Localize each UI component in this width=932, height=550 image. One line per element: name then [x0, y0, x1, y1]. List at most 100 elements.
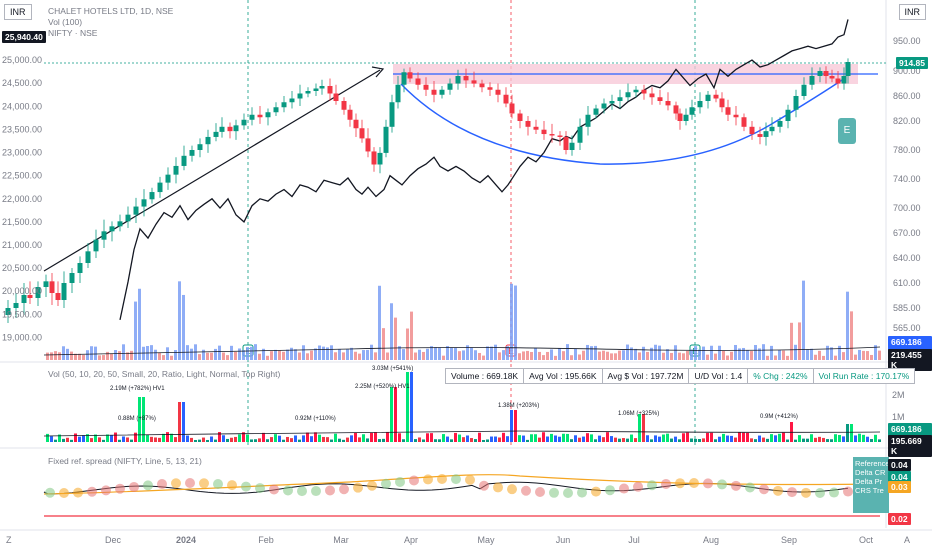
volume-bar	[270, 351, 273, 360]
currency-selector-left[interactable]: INR	[4, 4, 32, 20]
volume-indicator-bar	[462, 437, 465, 442]
volume-indicator-bar	[346, 437, 349, 442]
vol-pane-badge-2: 195.669 K	[888, 435, 932, 457]
volume-bar	[166, 347, 169, 360]
spread-badge-4: 0.02	[888, 513, 911, 525]
candle-body	[641, 89, 647, 94]
volume-indicator-bar	[366, 438, 369, 442]
candle-body	[173, 165, 179, 175]
left-axis-tick: 22,000.00	[2, 194, 42, 204]
volume-bar	[482, 355, 485, 360]
volume-indicator-bar	[510, 410, 513, 442]
volume-label: Vol (100)	[48, 17, 83, 27]
volume-bar	[842, 352, 845, 360]
volume-indicator-bar	[270, 437, 273, 442]
volume-bar	[258, 353, 261, 360]
volume-bar	[366, 349, 369, 360]
spread-dot	[241, 481, 251, 492]
volume-bar	[762, 344, 765, 360]
spread-dot	[423, 474, 433, 485]
volume-bar	[302, 345, 305, 360]
candle-body	[609, 101, 615, 104]
spread-dot	[297, 486, 307, 497]
candle-body	[625, 92, 631, 98]
volume-bar	[442, 355, 445, 360]
volume-bar	[702, 346, 705, 360]
volume-indicator-bar	[654, 435, 657, 442]
volume-bar	[402, 349, 405, 360]
spread-dot	[269, 484, 279, 495]
timezone-icon[interactable]: Z	[6, 535, 12, 545]
volume-indicator-bar	[330, 439, 333, 442]
volume-indicator-bar	[326, 437, 329, 442]
candle-body	[823, 71, 829, 76]
volume-bar	[522, 351, 525, 360]
volume-indicator-bar	[770, 434, 773, 442]
candle-body	[383, 126, 389, 153]
candle-body	[563, 136, 569, 150]
trend-line	[43, 69, 381, 272]
volume-indicator-bar	[182, 402, 185, 442]
volume-indicator-bar	[606, 432, 609, 442]
stat-avg-dollar-vol: Avg $ Vol : 197.72M	[603, 369, 690, 383]
spread-dot	[87, 486, 97, 497]
volume-indicator-bar	[738, 432, 741, 442]
volume-bar	[858, 349, 861, 360]
volume-indicator-bar	[434, 439, 437, 442]
volume-indicator-bar	[302, 435, 305, 442]
volume-bar	[298, 352, 301, 360]
volume-indicator-bar	[842, 436, 845, 442]
volume-indicator-bar	[66, 437, 69, 442]
spread-dot	[115, 483, 125, 494]
candle-body	[809, 76, 815, 85]
candle-body	[749, 126, 755, 135]
volume-bar	[822, 355, 825, 360]
volume-indicator-bar	[350, 435, 353, 442]
volume-indicator-bar	[278, 435, 281, 442]
volume-bar	[742, 347, 745, 360]
currency-selector-right[interactable]: INR	[898, 4, 926, 20]
volume-bar	[530, 351, 533, 360]
volume-indicator-bar	[338, 438, 341, 442]
candle-body	[463, 76, 469, 81]
volume-indicator-bar	[534, 434, 537, 442]
right-axis-tick: 565.00	[893, 323, 921, 333]
volume-indicator-bar	[546, 436, 549, 442]
volume-indicator-bar	[254, 439, 257, 442]
volume-bar	[670, 352, 673, 360]
stat-vol-run-rate: Vol Run Rate : 170.17%	[818, 371, 910, 381]
earnings-marker[interactable]: E	[838, 118, 856, 144]
volume-bar	[406, 328, 409, 360]
volume-indicator-bar	[666, 433, 669, 442]
candle-body	[601, 103, 607, 109]
volume-bar	[322, 346, 325, 360]
candle-body	[793, 96, 799, 110]
volume-indicator-bar	[306, 432, 309, 442]
volume-indicator-bar	[618, 438, 621, 442]
volume-indicator-bar	[90, 438, 93, 442]
volume-indicator-bar	[698, 439, 701, 442]
candle-body	[133, 206, 139, 215]
volume-bar	[650, 347, 653, 360]
volume-indicator-bar	[222, 435, 225, 442]
candle-body	[841, 76, 847, 84]
candle-body	[741, 117, 747, 127]
volume-indicator-bar	[386, 432, 389, 442]
volume-bar	[846, 291, 849, 360]
volume-indicator-bar	[794, 439, 797, 442]
volume-indicator-bar	[354, 432, 357, 442]
volume-bar	[358, 353, 361, 360]
auto-scale-icon[interactable]: A	[904, 535, 911, 545]
spread-dot	[185, 478, 195, 489]
volume-indicator-bar	[334, 433, 337, 442]
volume-indicator-bar	[370, 432, 373, 442]
volume-bar	[598, 351, 601, 360]
volume-bar	[94, 346, 97, 360]
candle-body	[415, 78, 421, 85]
volume-bar	[446, 346, 449, 360]
spread-dot	[381, 478, 391, 489]
volume-bar	[634, 348, 637, 360]
candle-body	[13, 303, 19, 308]
volume-bar	[546, 351, 549, 360]
